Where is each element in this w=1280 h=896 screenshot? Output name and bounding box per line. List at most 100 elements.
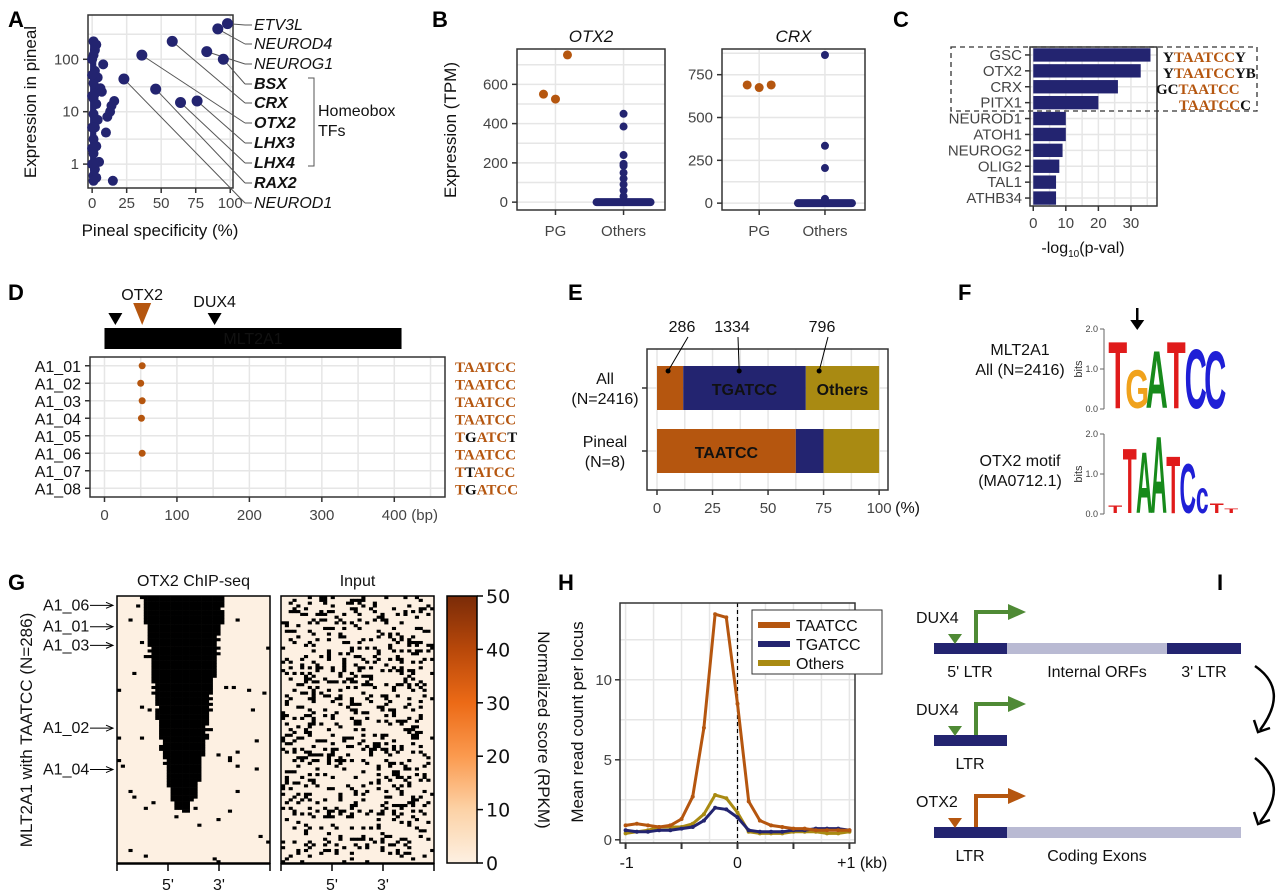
heatmap-cell xyxy=(395,851,400,855)
heatmap-cell xyxy=(376,635,381,639)
heatmap-cell xyxy=(361,770,366,774)
heatmap-cell xyxy=(326,652,332,656)
heatmap-cell xyxy=(178,697,183,701)
heatmap-cell xyxy=(201,660,206,664)
heatmap-cell xyxy=(391,773,397,777)
mlt2a1-element-bar xyxy=(104,328,402,349)
heatmap-cell xyxy=(388,753,393,757)
heatmap-cell xyxy=(189,649,194,653)
heatmap-cell xyxy=(212,663,217,667)
heatmap-cell xyxy=(185,719,190,723)
heatmap-cell xyxy=(155,640,160,645)
heatmap-cell xyxy=(193,694,198,698)
heatmap-cell xyxy=(143,598,148,602)
heatmap-cell xyxy=(212,646,217,650)
heatmap-cell xyxy=(185,635,190,639)
tf-label: OTX2 xyxy=(916,794,958,811)
heatmap-cell xyxy=(197,736,202,740)
heatmap-cell xyxy=(430,792,435,796)
heatmap-cell xyxy=(201,596,206,600)
motif-part: Y xyxy=(1235,50,1246,66)
heatmap-cell xyxy=(143,615,148,619)
heatmap-cell xyxy=(189,607,194,611)
row-label: A1_04 xyxy=(35,411,81,428)
heatmap-cell xyxy=(185,744,190,749)
series-point xyxy=(623,823,628,828)
heatmap-cell xyxy=(185,680,190,684)
heatmap-cell xyxy=(300,663,305,667)
heatmap-cell xyxy=(197,705,202,709)
heatmap-cell xyxy=(178,722,183,726)
data-point-neurod1 xyxy=(118,73,130,85)
heatmap-cell xyxy=(407,674,412,678)
heatmap-cell xyxy=(155,643,160,647)
heatmap-cell xyxy=(342,621,347,625)
heatmap-cell xyxy=(349,736,354,740)
heatmap-cell xyxy=(178,615,183,619)
in-bar-label: TAATCC xyxy=(695,445,759,462)
heatmap-cell xyxy=(204,626,210,631)
heatmap-cell xyxy=(170,697,175,701)
heatmap-cell xyxy=(189,767,194,771)
heatmap-cell xyxy=(166,652,171,656)
heatmap-cell xyxy=(178,761,183,765)
heatmap-cell xyxy=(342,660,347,664)
heatmap-cell xyxy=(384,733,389,737)
heatmap-cell xyxy=(411,803,416,808)
heatmap-cell xyxy=(182,770,187,774)
heatmap-cell xyxy=(411,795,416,799)
heatmap-cell xyxy=(182,643,187,647)
segment-label: 3' LTR xyxy=(1181,664,1226,681)
heatmap-cell xyxy=(182,666,187,670)
heatmap-cell xyxy=(162,621,168,625)
heatmap-cell xyxy=(189,671,194,675)
heatmap-cell xyxy=(372,604,377,608)
heatmap-cell xyxy=(166,624,171,628)
heatmap-cell xyxy=(197,680,202,684)
heatmap-cell xyxy=(189,626,194,631)
heatmap-cell xyxy=(197,598,202,602)
heatmap-cell xyxy=(170,610,175,614)
heatmap-cell xyxy=(117,759,122,763)
heatmap-cell xyxy=(185,795,190,799)
heatmap-cell xyxy=(155,596,160,600)
heatmap-cell xyxy=(178,638,183,642)
heatmap-cell xyxy=(170,792,175,796)
heatmap-cell xyxy=(182,691,187,695)
heatmap-cell xyxy=(162,643,168,647)
series-point xyxy=(791,826,796,831)
heatmap-cell xyxy=(155,626,160,631)
heatmap-cell xyxy=(189,621,194,625)
heatmap-cell xyxy=(170,655,175,659)
heatmap-cell xyxy=(159,618,164,622)
heatmap-cell xyxy=(151,598,156,602)
heatmap-cell xyxy=(193,705,198,709)
otx2-site-point xyxy=(138,362,146,370)
data-point-pg xyxy=(754,83,764,93)
heatmap-cell xyxy=(208,612,213,616)
heatmap-cell xyxy=(418,809,423,813)
sequence-part: ATCC xyxy=(477,482,518,498)
motif-part: Y xyxy=(1163,66,1174,82)
heatmap-cell xyxy=(178,646,183,650)
row-label: A1_02 xyxy=(35,376,81,393)
heatmap-cell xyxy=(216,618,221,622)
heatmap-cell xyxy=(155,702,160,706)
y-tick-label: 200 xyxy=(483,155,508,172)
heatmap-cell xyxy=(376,652,381,656)
heatmap-cell xyxy=(300,691,305,695)
callout-dot xyxy=(816,368,822,374)
heatmap-cell xyxy=(174,649,179,653)
heatmap-cell xyxy=(182,607,187,611)
y-tick-label: 250 xyxy=(688,152,713,169)
heatmap-cell xyxy=(166,739,171,743)
heatmap-cell xyxy=(189,733,194,737)
sequence-part: G xyxy=(465,430,477,446)
heatmap-cell xyxy=(315,638,320,642)
marker-label: DUX4 xyxy=(193,294,236,311)
heatmap-cell xyxy=(182,669,187,673)
heatmap-cell xyxy=(170,759,175,763)
heatmap-cell xyxy=(155,652,160,656)
heatmap-cell xyxy=(380,846,385,850)
